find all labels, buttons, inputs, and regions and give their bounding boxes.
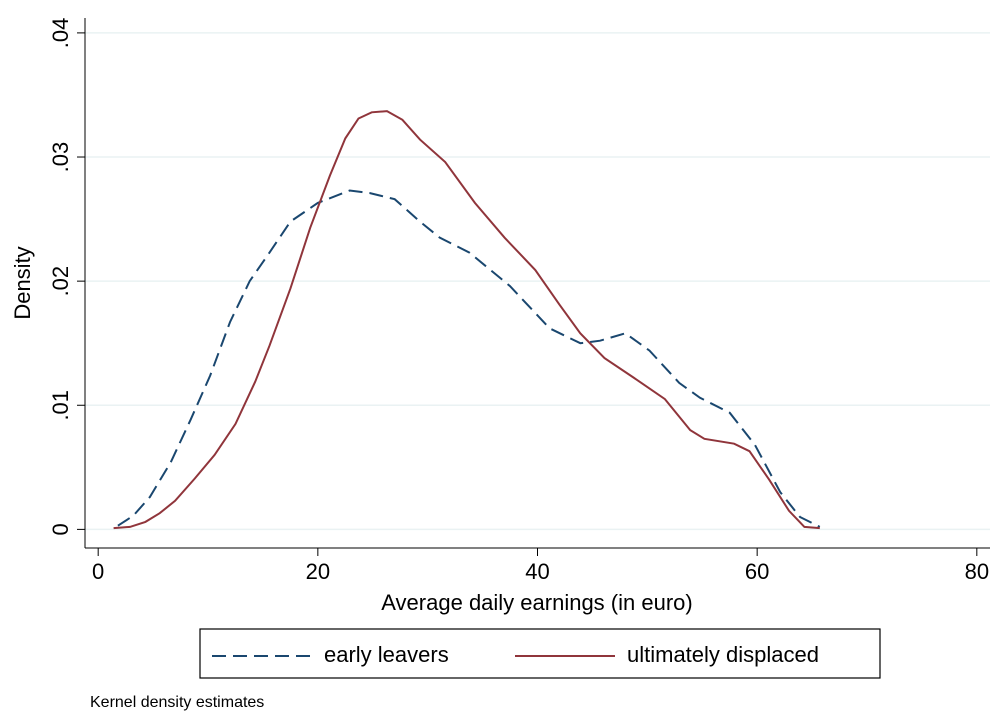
legend-label: early leavers: [324, 642, 449, 667]
line: [113, 110, 820, 530]
x-tick-label: 0: [92, 559, 104, 584]
note: Kernel density estimates: [90, 694, 264, 711]
y-tick-label: .03: [48, 142, 73, 173]
y-tick-label: .02: [48, 266, 73, 297]
y-tick-label: .01: [48, 390, 73, 421]
y-axis-label: Density: [10, 246, 35, 319]
x-tick-label: 40: [525, 559, 549, 584]
x-axis-label: Average daily earnings (in euro): [381, 590, 692, 615]
legend-box: [199, 628, 881, 679]
legend-label: ultimately displaced: [627, 642, 819, 667]
x-tick-label: 20: [306, 559, 330, 584]
x-tick-label: 80: [965, 559, 989, 584]
y-tick-label: .04: [48, 18, 73, 49]
line: [117, 189, 821, 528]
x-tick-label: 60: [745, 559, 769, 584]
y-tick-label: 0: [48, 523, 73, 535]
